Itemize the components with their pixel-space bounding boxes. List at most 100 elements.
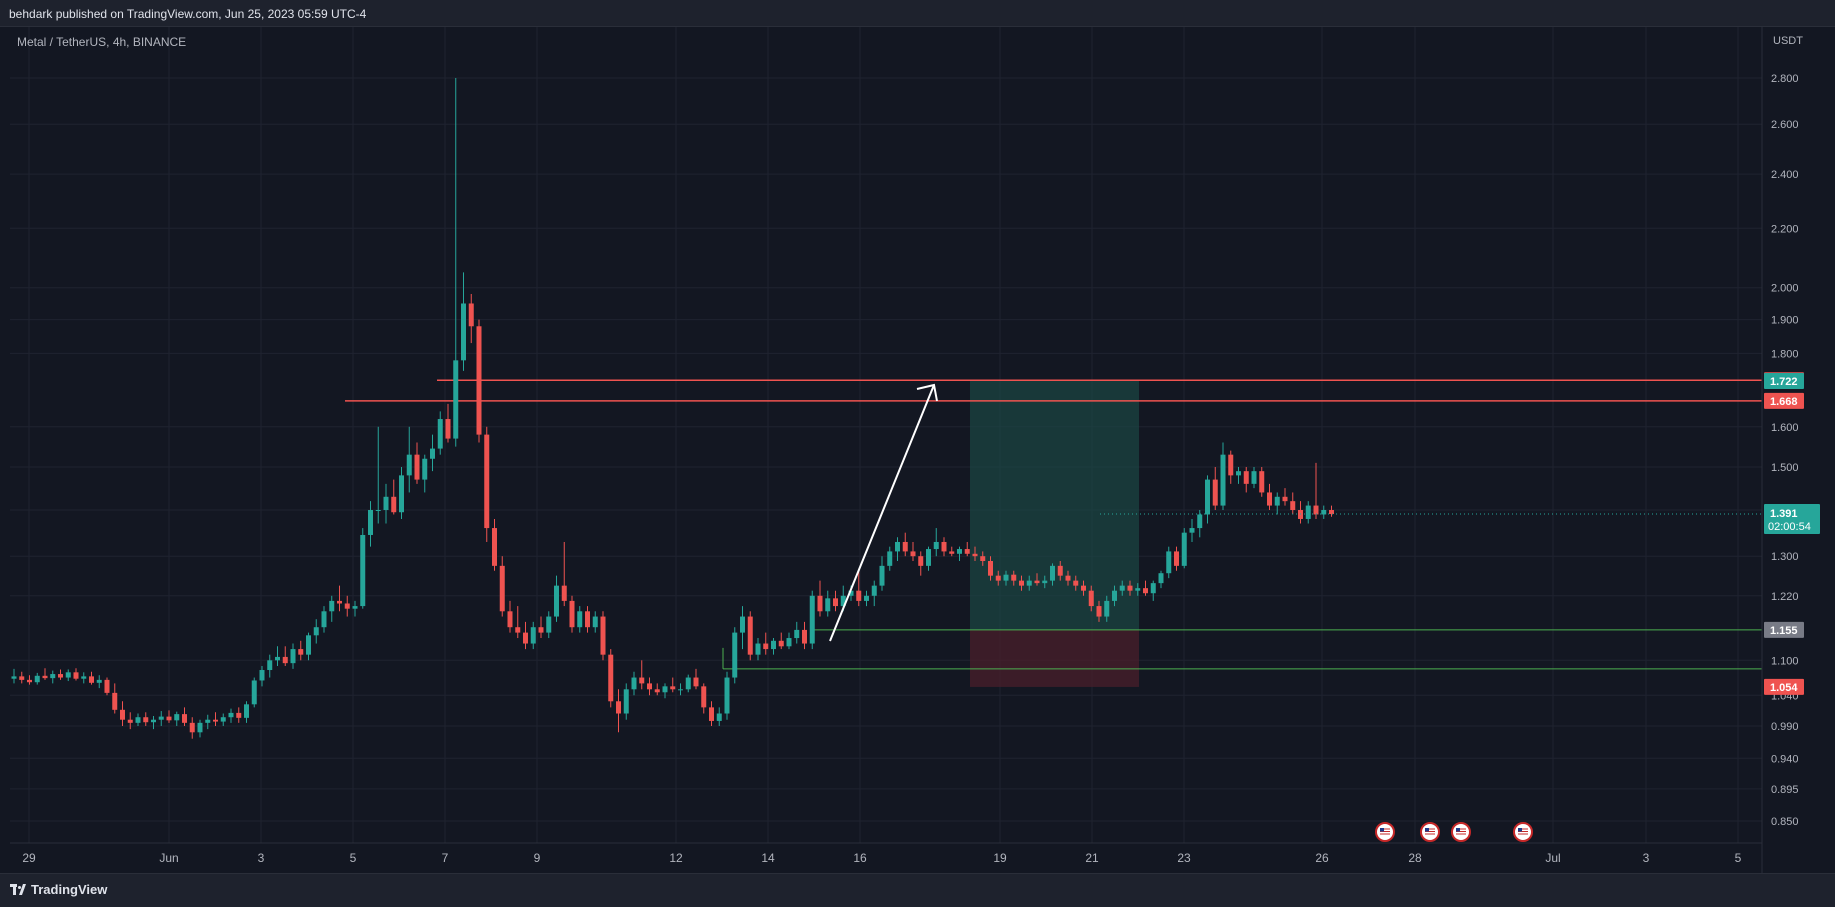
candle-body — [1181, 532, 1187, 566]
candle-body — [383, 496, 389, 511]
trend-arrow — [829, 384, 935, 642]
candle-body — [887, 551, 893, 566]
price-tag-entry-bg — [1764, 621, 1804, 638]
candle-body — [1329, 510, 1334, 515]
candle-body — [275, 656, 280, 661]
candle-body — [360, 534, 366, 607]
candle-body — [352, 606, 358, 609]
candle-body — [344, 603, 350, 609]
candle-body — [1026, 580, 1032, 586]
level-lines — [345, 379, 1762, 670]
candle-body — [957, 549, 962, 554]
price-tick-label: 1.300 — [1771, 551, 1799, 563]
candle-body — [871, 585, 877, 596]
candle-body — [1057, 565, 1063, 576]
candle-body — [1150, 583, 1156, 594]
candle-body — [600, 616, 606, 655]
time-tick-label: 29 — [22, 851, 36, 865]
candle-body — [895, 541, 900, 552]
candle-body — [747, 616, 753, 655]
time-tick-label: 16 — [853, 851, 867, 865]
candle-body — [771, 640, 776, 650]
price-tick-label: 2.800 — [1771, 73, 1799, 85]
candle-body — [1282, 496, 1288, 502]
candle-body — [1042, 580, 1048, 584]
candle-body — [468, 303, 474, 327]
candle-body — [290, 649, 296, 664]
candle-body — [1243, 471, 1249, 484]
candle-body — [933, 541, 939, 550]
candle-body — [1236, 471, 1241, 476]
candle-body — [65, 672, 71, 678]
candle-body — [577, 611, 583, 628]
candle-body — [515, 627, 521, 633]
candle-body — [786, 638, 792, 647]
time-tick-label: 23 — [1177, 851, 1191, 865]
candle-body — [197, 722, 203, 733]
candle-body — [507, 611, 513, 628]
candle-body — [189, 722, 195, 733]
current-price-label: 1.391 — [1770, 508, 1798, 520]
candle-body — [1290, 501, 1296, 511]
candle-body — [561, 585, 567, 601]
candle-body — [220, 717, 226, 722]
price-tick-label: 0.990 — [1771, 721, 1799, 733]
candle-body — [608, 654, 614, 702]
time-tick-label: Jul — [1545, 851, 1560, 865]
currency-label: USDT — [1773, 35, 1803, 47]
stop-zone — [970, 629, 1139, 687]
current-price-bg — [1764, 504, 1820, 535]
candle-body — [778, 640, 784, 647]
candle-body — [406, 454, 412, 476]
price-tick-label: 2.200 — [1771, 223, 1799, 235]
candle-body — [58, 674, 63, 678]
candle-body — [1212, 479, 1218, 506]
candle-body — [802, 629, 807, 644]
candle-body — [1313, 505, 1319, 515]
time-tick-label: 19 — [993, 851, 1007, 865]
candle-body — [941, 541, 947, 552]
candle-body — [1081, 585, 1086, 591]
candle-body — [980, 556, 986, 562]
candle-body — [251, 680, 257, 705]
symbol-info[interactable]: Metal / TetherUS, 4h, BINANCE — [17, 35, 187, 49]
candle-body — [662, 686, 668, 693]
candle-body — [375, 510, 381, 512]
candle-body — [445, 419, 451, 439]
candle-body — [127, 719, 133, 723]
candle-body — [267, 660, 273, 671]
candle-body — [228, 712, 234, 718]
candle-body — [623, 689, 629, 714]
candle-body — [554, 585, 559, 617]
candle-body — [685, 677, 691, 690]
candle-body — [437, 419, 443, 449]
candle-body — [926, 549, 931, 566]
time-tick-label: 12 — [669, 851, 683, 865]
candle-body — [42, 675, 48, 679]
candle-body — [972, 553, 978, 557]
candle-body — [73, 672, 79, 679]
candle-body — [329, 600, 335, 612]
candle-body — [50, 674, 56, 679]
candle-body — [1065, 575, 1071, 581]
price-tag-stop-bg — [1764, 678, 1804, 695]
candle-body — [538, 627, 544, 633]
price-tag-resistance-bg — [1764, 392, 1804, 409]
candle-body — [11, 676, 17, 679]
candle-body — [399, 475, 404, 513]
time-tick-label: 14 — [761, 851, 775, 865]
price-chart[interactable]: 2.800 2.600 2.400 2.200 2.000 1.900 1.800 1.600… — [0, 27, 1835, 873]
candle-body — [430, 448, 435, 459]
candle-body — [1166, 551, 1172, 574]
time-tick-label: 28 — [1408, 851, 1422, 865]
candle-body — [337, 600, 342, 604]
candle-body — [34, 675, 40, 683]
us-flag-canton — [1456, 828, 1460, 832]
candle-body — [151, 719, 156, 723]
candle-body — [259, 670, 265, 681]
candle-body — [135, 717, 141, 723]
tradingview-logo[interactable]: TradingView — [10, 882, 107, 897]
candle-body — [422, 458, 428, 480]
candle-body — [1228, 454, 1234, 476]
